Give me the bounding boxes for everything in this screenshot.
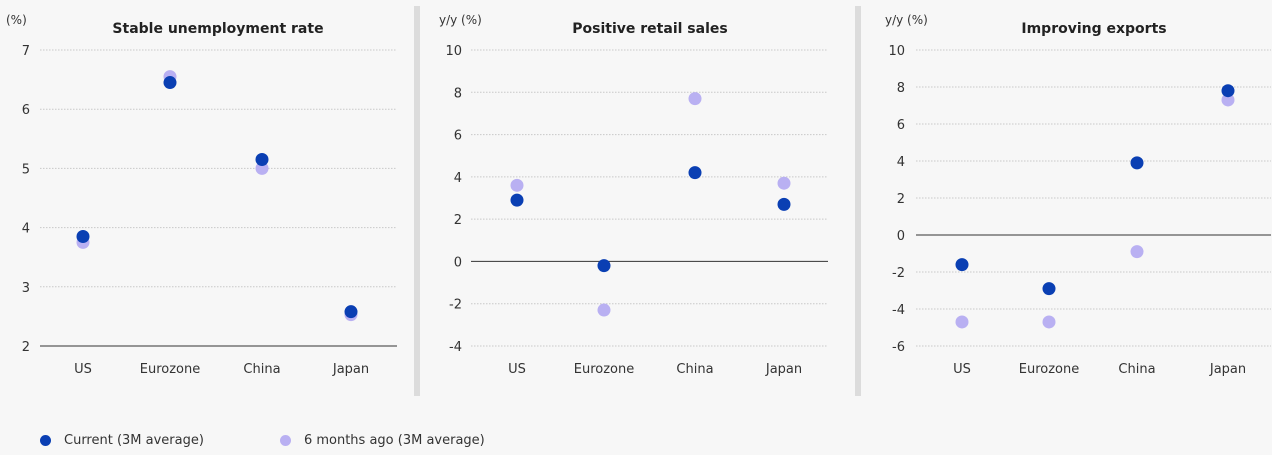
legend-label-previous: 6 months ago (3M average) xyxy=(303,433,485,448)
y-tick-label: -4 xyxy=(892,303,905,318)
y-tick-label: 6 xyxy=(897,118,905,133)
y-tick-label: 4 xyxy=(22,222,30,237)
data-point-current xyxy=(510,193,524,207)
x-category-label: Eurozone xyxy=(574,362,634,377)
y-tick-label: 8 xyxy=(897,81,905,96)
legend-label-current: Current (3M average) xyxy=(64,433,204,448)
y-tick-label: 4 xyxy=(897,155,905,170)
y-tick-label: 6 xyxy=(454,129,462,144)
data-point-current xyxy=(955,258,969,272)
y-axis-label: y/y (%) xyxy=(439,13,482,27)
y-tick-label: 4 xyxy=(454,171,462,186)
data-point-current xyxy=(163,76,177,90)
y-tick-label: 10 xyxy=(888,44,905,59)
chart-title: Improving exports xyxy=(1021,21,1166,37)
panel-separator xyxy=(414,6,420,396)
y-axis-label: (%) xyxy=(6,13,27,27)
data-point-current xyxy=(1130,156,1144,170)
y-tick-label: -4 xyxy=(449,340,462,355)
data-point-previous xyxy=(510,178,524,192)
x-category-label: Eurozone xyxy=(140,362,200,377)
x-category-label: US xyxy=(508,362,526,377)
y-tick-label: 2 xyxy=(897,192,905,207)
y-tick-label: 6 xyxy=(22,103,30,118)
chart-title: Positive retail sales xyxy=(572,21,727,37)
x-category-label: Eurozone xyxy=(1019,362,1079,377)
data-point-current xyxy=(255,153,269,167)
y-tick-label: 2 xyxy=(22,340,30,355)
y-axis-label: y/y (%) xyxy=(885,13,928,27)
data-point-current xyxy=(1221,84,1235,98)
y-tick-label: 5 xyxy=(22,162,30,177)
data-point-current xyxy=(344,305,358,319)
data-point-current xyxy=(597,259,611,273)
panel-separator xyxy=(855,6,861,396)
x-category-label: China xyxy=(676,362,713,377)
data-point-previous xyxy=(255,161,269,175)
x-category-label: China xyxy=(1118,362,1155,377)
legend-item-previous: 6 months ago (3M average) xyxy=(279,433,485,448)
data-point-previous xyxy=(597,303,611,317)
data-point-previous xyxy=(955,315,969,329)
y-tick-label: -2 xyxy=(449,298,462,313)
x-category-label: Japan xyxy=(332,362,369,377)
data-point-current xyxy=(688,166,702,180)
y-tick-label: -2 xyxy=(892,266,905,281)
y-tick-label: 10 xyxy=(445,44,462,59)
y-tick-label: 2 xyxy=(454,213,462,228)
data-point-previous xyxy=(688,92,702,106)
legend: Current (3M average) 6 months ago (3M av… xyxy=(40,433,561,448)
legend-item-current: Current (3M average) xyxy=(40,433,204,448)
y-tick-label: -6 xyxy=(892,340,905,355)
data-point-previous xyxy=(1130,245,1144,259)
x-category-label: US xyxy=(953,362,971,377)
y-tick-label: 7 xyxy=(22,44,30,59)
x-category-label: China xyxy=(243,362,280,377)
chart-title: Stable unemployment rate xyxy=(112,21,323,37)
y-tick-label: 0 xyxy=(454,255,462,270)
y-tick-label: 8 xyxy=(454,86,462,101)
data-point-previous xyxy=(777,176,791,190)
legend-swatch-previous xyxy=(279,435,291,446)
x-category-label: Japan xyxy=(1209,362,1246,377)
data-point-previous xyxy=(1042,315,1056,329)
data-point-current xyxy=(777,197,791,211)
data-point-current xyxy=(1042,282,1056,296)
x-category-label: US xyxy=(74,362,92,377)
y-tick-label: 0 xyxy=(897,229,905,244)
data-point-previous xyxy=(1221,93,1235,107)
legend-swatch-current xyxy=(40,435,51,446)
y-tick-label: 3 xyxy=(22,281,30,296)
x-category-label: Japan xyxy=(765,362,802,377)
data-point-current xyxy=(76,229,90,243)
